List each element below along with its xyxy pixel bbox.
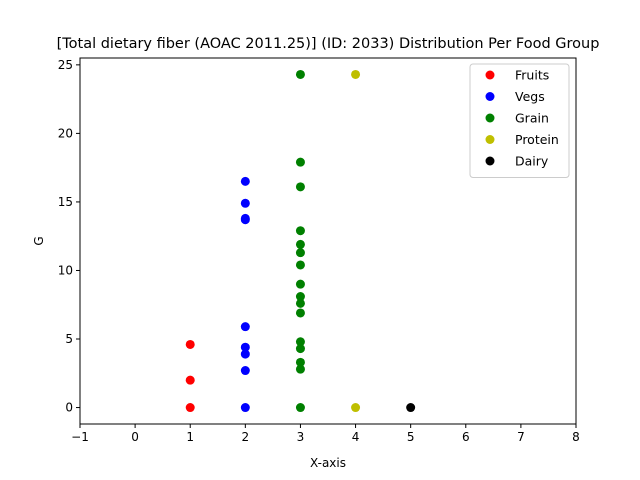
legend-marker (485, 113, 495, 123)
series-vegs (240, 176, 250, 413)
axes-frame (79, 57, 577, 425)
data-point-grain (295, 364, 305, 374)
legend-box (469, 63, 570, 178)
legend-marker (485, 70, 495, 80)
x-axis: −1 0 1 2 3 4 5 6 7 8 (71, 424, 580, 444)
data-point-protein (351, 69, 361, 79)
legend-marker (485, 92, 495, 101)
x-tick-label: 6 (462, 430, 470, 444)
x-tick-label: 1 (186, 430, 194, 444)
series-dairy (406, 403, 416, 413)
data-point-vegs (240, 349, 250, 359)
legend-label: Fruits (515, 68, 549, 83)
series-grain (295, 69, 305, 413)
x-axis-label: X-axis (310, 456, 346, 470)
y-tick-label: 20 (58, 126, 73, 140)
legend-marker (485, 135, 495, 144)
legend-label: Vegs (515, 89, 545, 104)
data-point-protein (351, 403, 361, 413)
data-point-grain (295, 260, 305, 270)
data-point-vegs (240, 403, 250, 413)
data-point-grain (295, 308, 305, 318)
y-tick-label: 25 (58, 58, 73, 72)
y-tick-label: 0 (65, 401, 73, 415)
x-tick-label: −1 (71, 430, 89, 444)
data-point-fruits (185, 403, 195, 413)
data-point-vegs (240, 176, 250, 186)
data-point-dairy (406, 403, 416, 413)
data-point-grain (295, 298, 305, 308)
y-axis-label: G (32, 236, 46, 245)
y-tick-label: 5 (65, 332, 73, 346)
x-tick-label: 4 (352, 430, 360, 444)
data-point-grain (295, 157, 305, 167)
x-tick-label: 8 (572, 430, 580, 444)
data-point-fruits (185, 375, 195, 385)
data-point-grain (295, 248, 305, 258)
data-point-grain (295, 182, 305, 192)
data-point-vegs (240, 342, 250, 352)
data-point-vegs (240, 213, 250, 223)
legend-label: Grain (515, 111, 549, 126)
x-tick-label: 3 (297, 430, 305, 444)
data-point-fruits (185, 339, 195, 349)
data-point-grain (295, 69, 305, 79)
data-point-grain (295, 337, 305, 347)
chart-title: [Total dietary fiber (AOAC 2011.25)] (ID… (57, 36, 600, 52)
x-tick-label: 7 (517, 430, 525, 444)
data-point-grain (295, 357, 305, 367)
legend-label: Dairy (515, 154, 549, 169)
x-tick-label: 0 (131, 430, 139, 444)
y-tick-label: 15 (58, 195, 73, 209)
data-point-grain (295, 239, 305, 249)
data-point-vegs (240, 322, 250, 332)
legend-label: Protein (515, 132, 559, 147)
data-point-grain (295, 226, 305, 236)
series-protein (351, 69, 361, 413)
data-point-grain (295, 279, 305, 289)
data-point-vegs (240, 198, 250, 208)
data-point-grain (295, 403, 305, 413)
data-point-grain (295, 344, 305, 354)
legend: Fruits Vegs Grain Protein Dairy (469, 63, 570, 178)
legend-marker (485, 156, 495, 166)
data-point-grain (295, 292, 305, 302)
y-tick-label: 10 (58, 263, 73, 277)
plot-area (185, 69, 416, 413)
series-fruits (185, 339, 195, 413)
x-tick-label: 2 (242, 430, 250, 444)
x-tick-label: 5 (407, 430, 415, 444)
data-point-vegs (240, 366, 250, 376)
y-axis: 0 5 10 15 20 25 (58, 58, 80, 415)
